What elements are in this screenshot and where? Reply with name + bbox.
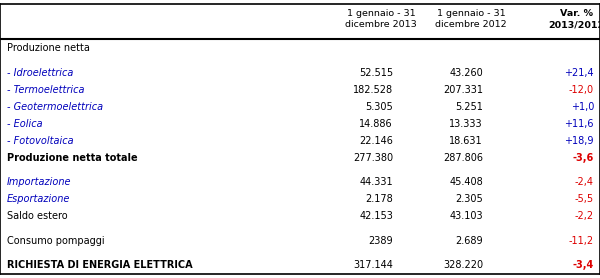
Text: - Eolica: - Eolica — [7, 118, 43, 128]
Text: 43.103: 43.103 — [449, 211, 483, 221]
Text: 18.631: 18.631 — [449, 135, 483, 145]
Text: 2.178: 2.178 — [365, 194, 393, 204]
Text: -3,6: -3,6 — [573, 153, 594, 163]
Text: Consumo pompaggi: Consumo pompaggi — [7, 236, 105, 246]
Text: 317.144: 317.144 — [353, 260, 393, 270]
Text: 207.331: 207.331 — [443, 85, 483, 95]
Text: +11,6: +11,6 — [565, 118, 594, 128]
Text: - Termoelettrica: - Termoelettrica — [7, 85, 85, 95]
Text: 5.305: 5.305 — [365, 101, 393, 111]
Text: - Fotovoltaica: - Fotovoltaica — [7, 135, 74, 145]
Text: 287.806: 287.806 — [443, 153, 483, 163]
Text: +1,0: +1,0 — [571, 101, 594, 111]
Text: Esportazione: Esportazione — [7, 194, 71, 204]
Text: 328.220: 328.220 — [443, 260, 483, 270]
Text: Saldo estero: Saldo estero — [7, 211, 68, 221]
Text: -5,5: -5,5 — [575, 194, 594, 204]
Text: 22.146: 22.146 — [359, 135, 393, 145]
Text: 52.515: 52.515 — [359, 68, 393, 78]
Text: 2.689: 2.689 — [455, 236, 483, 246]
Text: 277.380: 277.380 — [353, 153, 393, 163]
Text: Importazione: Importazione — [7, 177, 72, 187]
Text: 1 gennaio - 31
dicembre 2012: 1 gennaio - 31 dicembre 2012 — [435, 9, 507, 29]
Text: 42.153: 42.153 — [359, 211, 393, 221]
Text: 1 gennaio - 31
dicembre 2013: 1 gennaio - 31 dicembre 2013 — [345, 9, 417, 29]
Text: -3,4: -3,4 — [573, 260, 594, 270]
Text: -2,4: -2,4 — [575, 177, 594, 187]
Text: Var. %
2013/2012: Var. % 2013/2012 — [548, 9, 600, 29]
Text: 14.886: 14.886 — [359, 118, 393, 128]
Text: 43.260: 43.260 — [449, 68, 483, 78]
Text: - Idroelettrica: - Idroelettrica — [7, 68, 74, 78]
Text: +18,9: +18,9 — [565, 135, 594, 145]
Text: RICHIESTA DI ENERGIA ELETTRICA: RICHIESTA DI ENERGIA ELETTRICA — [7, 260, 193, 270]
Text: - Geotermoelettrica: - Geotermoelettrica — [7, 101, 103, 111]
Text: 44.331: 44.331 — [359, 177, 393, 187]
Text: 2389: 2389 — [368, 236, 393, 246]
Text: 5.251: 5.251 — [455, 101, 483, 111]
Text: 2.305: 2.305 — [455, 194, 483, 204]
Text: Produzione netta totale: Produzione netta totale — [7, 153, 138, 163]
Text: 13.333: 13.333 — [449, 118, 483, 128]
Text: Produzione netta: Produzione netta — [7, 43, 90, 53]
Text: +21,4: +21,4 — [565, 68, 594, 78]
Text: 182.528: 182.528 — [353, 85, 393, 95]
Text: -12,0: -12,0 — [569, 85, 594, 95]
Text: -11,2: -11,2 — [569, 236, 594, 246]
Text: 45.408: 45.408 — [449, 177, 483, 187]
Text: -2,2: -2,2 — [575, 211, 594, 221]
